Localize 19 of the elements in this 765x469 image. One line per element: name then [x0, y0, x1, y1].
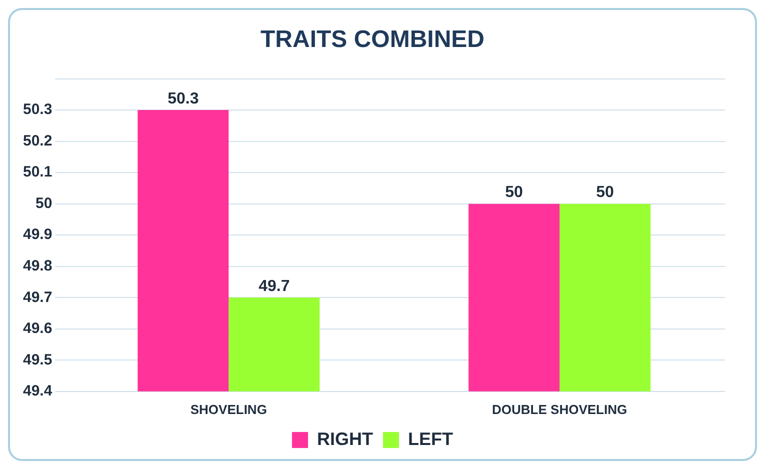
x-tick-label: SHOVELING [190, 402, 267, 417]
data-label: 50 [596, 184, 614, 202]
legend-label: LEFT [408, 428, 453, 449]
data-label: 50.3 [168, 90, 199, 108]
data-label: 49.7 [258, 278, 290, 296]
y-tick-label: 49.9 [22, 226, 52, 244]
y-tick-label: 49.5 [22, 351, 52, 368]
y-tick-label: 50 [36, 194, 52, 212]
y-tick-label: 49.6 [22, 320, 52, 338]
y-tick-label: 50.1 [22, 164, 52, 181]
y-tick-label: 49.4 [22, 382, 53, 400]
y-tick-label: 50.2 [22, 132, 52, 150]
y-tick-label: 49.7 [22, 288, 52, 306]
y-tick-label: 49.8 [22, 258, 52, 274]
data-label: 50 [505, 184, 524, 202]
chart-title: TRAITS COMBINED [260, 26, 484, 54]
legend-label: RIGHT [317, 428, 374, 449]
y-tick-label: 50.3 [22, 101, 52, 118]
x-tick-label: DOUBLE SHOVELING [492, 402, 628, 417]
